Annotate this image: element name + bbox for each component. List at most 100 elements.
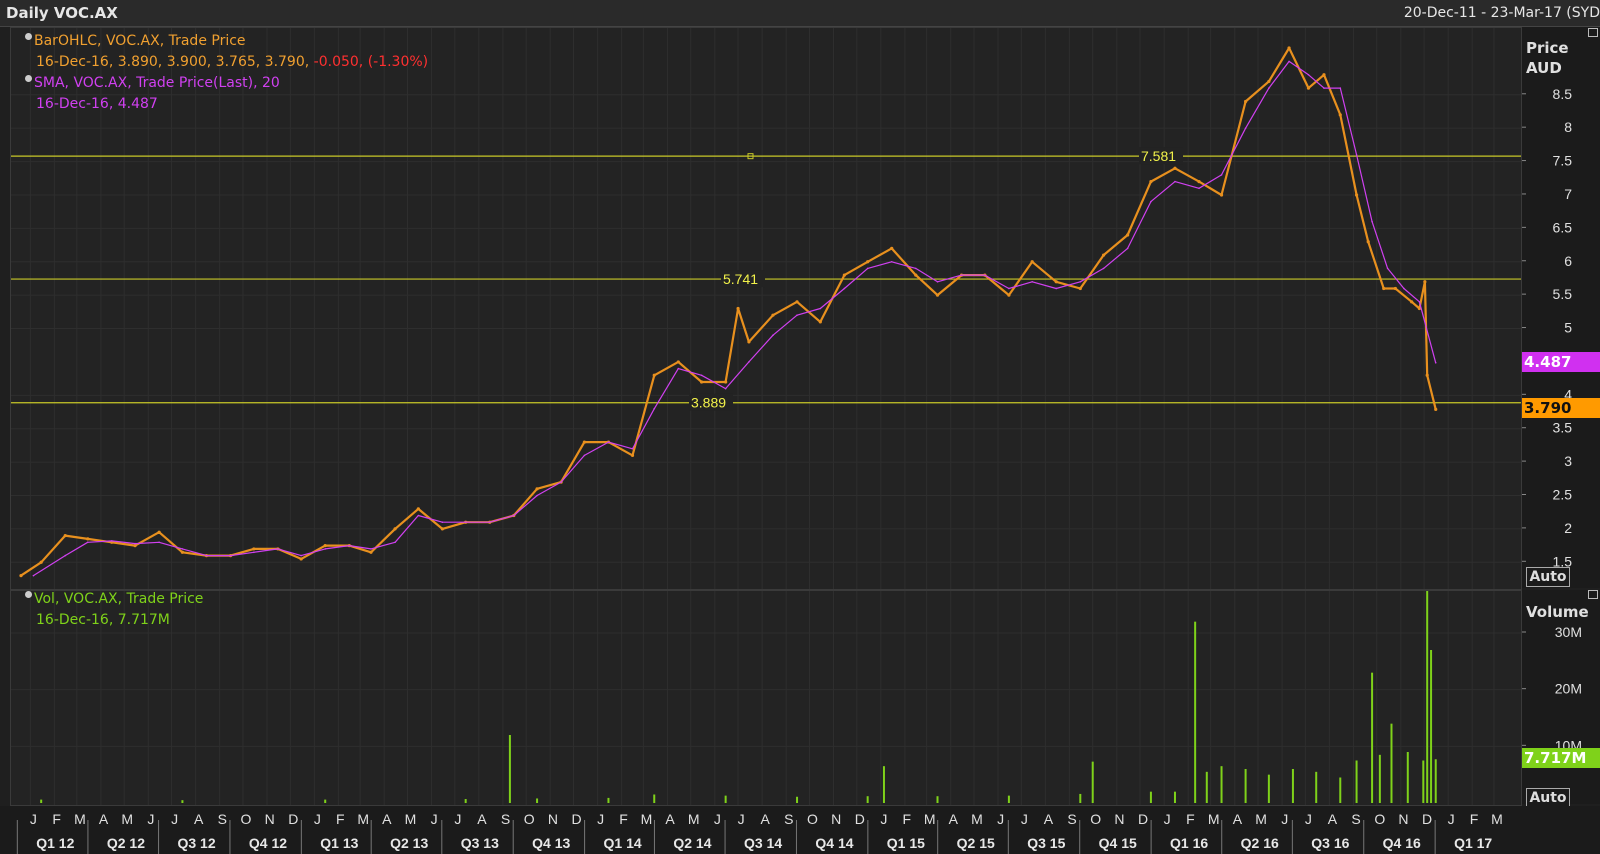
volume-tick-label: 30M <box>1555 624 1582 640</box>
sma-point <box>1174 180 1176 183</box>
sma-legend-title: SMA, VOC.AX, Trade Price(Last), 20 <box>34 75 280 91</box>
vol-legend-title: Vol, VOC.AX, Trade Price <box>34 591 204 607</box>
quarter-tick-label: Q2 15 <box>957 835 995 851</box>
volume-axis-title: Volume <box>1526 603 1589 621</box>
volume-bar[interactable] <box>1205 771 1208 803</box>
volume-bar[interactable] <box>1194 621 1197 803</box>
volume-bar[interactable] <box>324 799 327 803</box>
sma-point <box>700 374 703 377</box>
volume-bar[interactable] <box>882 766 885 803</box>
volume-bar[interactable] <box>1267 774 1270 803</box>
month-tick-label: M <box>1208 811 1220 827</box>
volume-bar[interactable] <box>1007 795 1010 803</box>
volume-bar[interactable] <box>536 798 539 803</box>
sma-point <box>607 441 610 443</box>
bar-legend[interactable]: BarOHLC, VOC.AX, Trade Price 16-Dec-16, … <box>25 31 428 73</box>
vol-legend[interactable]: Vol, VOC.AX, Trade Price 16-Dec-16, 7.71… <box>25 589 203 631</box>
month-tick-label: A <box>665 811 675 827</box>
month-tick-label: M <box>1255 811 1267 827</box>
quarter-tick-label: Q4 16 <box>1383 835 1421 851</box>
sma-point <box>441 521 444 524</box>
month-tick-label: M <box>688 811 700 827</box>
volume-bar[interactable] <box>653 794 656 804</box>
volume-bar[interactable] <box>464 799 467 803</box>
sma-point <box>253 551 255 554</box>
bar-legend-change: -0.050, (-1.30%) <box>313 54 429 70</box>
volume-bar[interactable] <box>1371 672 1374 803</box>
volume-bar[interactable] <box>866 796 869 803</box>
volume-bar[interactable] <box>1173 791 1176 803</box>
volume-bar[interactable] <box>1220 766 1223 803</box>
volume-bar[interactable] <box>1378 754 1381 803</box>
price-point <box>866 260 870 264</box>
volume-bar[interactable] <box>1339 777 1342 804</box>
volume-bar[interactable] <box>1390 723 1393 803</box>
volume-bar[interactable] <box>1406 752 1409 803</box>
sma-series[interactable] <box>33 60 1437 577</box>
volume-bar[interactable] <box>607 797 610 803</box>
month-tick-label: J <box>147 811 154 827</box>
price-tick-label: 7 <box>1564 186 1572 202</box>
volume-bar[interactable] <box>1244 769 1247 803</box>
price-point <box>440 527 444 531</box>
volume-bar[interactable] <box>724 795 727 803</box>
price-point <box>180 550 185 554</box>
month-tick-label: A <box>194 811 204 827</box>
price-axis[interactable]: 1.5 2 2.5 3 3.5 4 5 5.5 6 6.5 7 7.5 8 8.5 <box>1522 27 1600 588</box>
sma-point <box>205 554 208 557</box>
volume-bar[interactable] <box>1430 650 1433 803</box>
price-chart[interactable]: 7.581 5.741 3.889 <box>11 28 1521 589</box>
volume-auto-button[interactable]: Auto <box>1526 788 1570 808</box>
month-tick-label: M <box>121 811 133 827</box>
quarter-tick-label: Q3 15 <box>1027 835 1065 851</box>
price-point <box>652 373 656 377</box>
price-point <box>39 560 43 564</box>
sma-point <box>86 541 89 544</box>
volume-bar[interactable] <box>1315 771 1318 803</box>
volume-panel[interactable]: Vol, VOC.AX, Trade Price 16-Dec-16, 7.71… <box>10 590 1522 806</box>
legend-bullet-icon[interactable] <box>25 33 32 40</box>
legend-bullet-icon[interactable] <box>25 591 32 598</box>
sma-point <box>936 280 939 283</box>
volume-chart[interactable] <box>11 591 1521 805</box>
price-axis-ticks: 1.5 2 2.5 3 3.5 4 5 5.5 6 6.5 7 7.5 8 8.5 <box>1522 86 1572 569</box>
price-tick-label: 8 <box>1564 119 1572 135</box>
price-point <box>299 557 303 561</box>
panel-menu-icon[interactable] <box>1588 590 1598 599</box>
month-tick-label: J <box>314 811 321 827</box>
sma-legend[interactable]: SMA, VOC.AX, Trade Price(Last), 20 16-De… <box>25 73 280 115</box>
price-point <box>736 306 740 311</box>
volume-bar[interactable] <box>1426 591 1429 803</box>
sma-point <box>300 554 302 557</box>
month-tick-label: J <box>1448 811 1455 827</box>
sma-point <box>181 548 184 550</box>
price-point <box>818 320 822 324</box>
legend-bullet-icon[interactable] <box>25 75 32 82</box>
volume-bar[interactable] <box>508 735 511 803</box>
price-auto-button[interactable]: Auto <box>1526 567 1570 587</box>
volume-bar[interactable] <box>1355 760 1358 804</box>
volume-bar[interactable] <box>181 800 184 803</box>
volume-axis[interactable]: 10M 20M 30M <box>1522 590 1600 804</box>
price-panel[interactable]: 7.581 5.741 3.889 BarOHLC, VOC.AX, Trade P… <box>10 27 1522 590</box>
price-ohlc-series[interactable] <box>20 46 1437 577</box>
volume-bar[interactable] <box>936 796 939 803</box>
price-point <box>133 543 137 548</box>
level-handle-icon[interactable] <box>747 153 754 160</box>
volume-bar[interactable] <box>1422 760 1425 804</box>
sma-point <box>748 361 750 363</box>
volume-bar[interactable] <box>1434 759 1437 803</box>
volume-bar[interactable] <box>1291 769 1294 803</box>
panel-menu-icon[interactable] <box>1588 28 1598 37</box>
volume-bar[interactable] <box>40 799 43 803</box>
price-point <box>1197 180 1201 184</box>
volume-bar[interactable] <box>1149 791 1152 803</box>
volume-bar[interactable] <box>1079 793 1082 803</box>
sma-point <box>1268 87 1270 89</box>
month-tick-label: D <box>288 811 298 827</box>
volume-bar[interactable] <box>1091 761 1094 803</box>
volume-bar[interactable] <box>796 796 799 803</box>
quarter-tick-label: Q1 14 <box>604 835 642 851</box>
price-point <box>1354 193 1359 197</box>
